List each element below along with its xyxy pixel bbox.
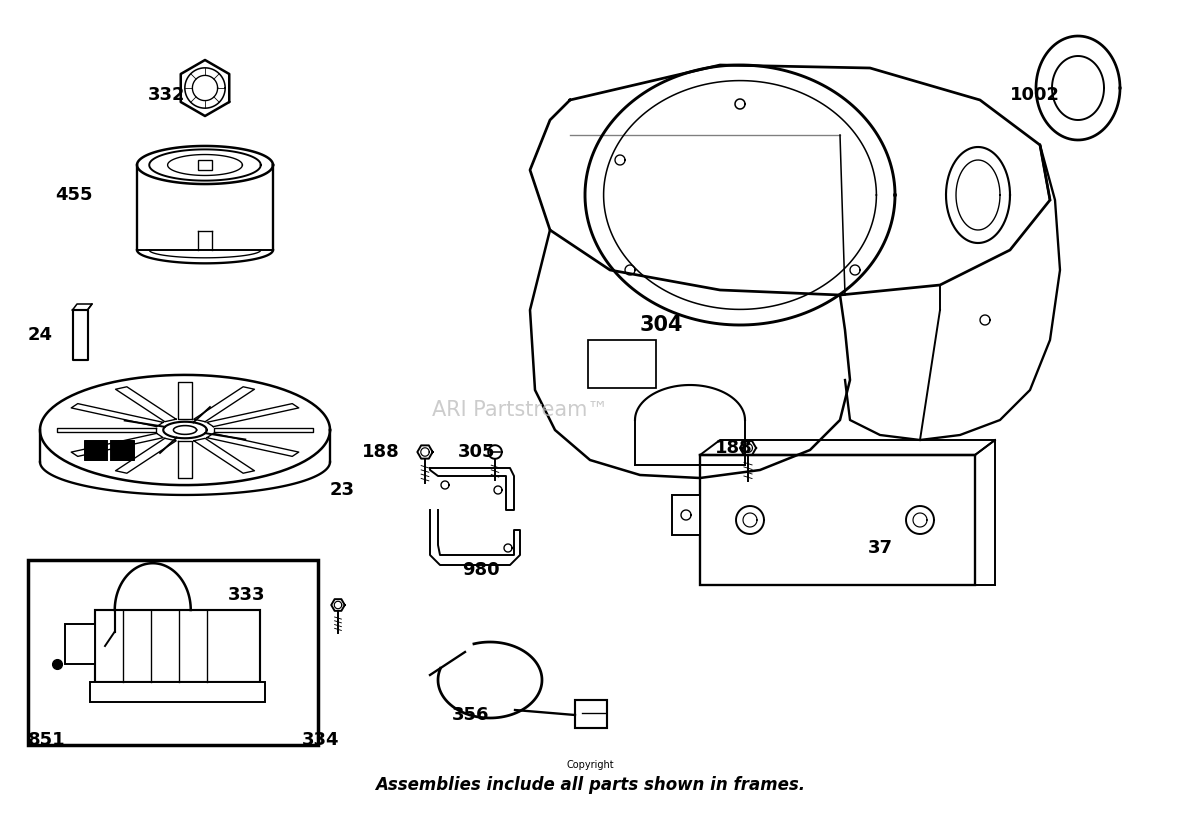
- Bar: [28, 560, 317, 745]
- Bar: [671, 495, 700, 535]
- Text: Assemblies include all parts shown in frames.: Assemblies include all parts shown in fr…: [375, 776, 805, 794]
- Text: 1002: 1002: [1010, 86, 1060, 104]
- Text: 851: 851: [28, 731, 66, 749]
- Text: 24: 24: [28, 326, 53, 344]
- Bar: [700, 455, 975, 585]
- Bar: [184, 615, 206, 677]
- Text: 188: 188: [362, 443, 400, 461]
- Text: 188: 188: [715, 439, 753, 457]
- Bar: [84, 439, 135, 461]
- Text: 23: 23: [330, 481, 355, 499]
- Bar: [100, 615, 122, 677]
- Text: 304: 304: [640, 315, 683, 335]
- Bar: [197, 160, 212, 170]
- Text: ARI Partstream™: ARI Partstream™: [432, 400, 608, 420]
- Bar: [90, 682, 266, 702]
- Text: 334: 334: [302, 731, 340, 749]
- Text: Copyright: Copyright: [566, 760, 614, 770]
- Bar: [575, 700, 607, 728]
- Bar: [212, 615, 234, 677]
- Text: 980: 980: [463, 561, 499, 579]
- Text: 333: 333: [228, 586, 266, 604]
- Text: 455: 455: [55, 186, 92, 204]
- Text: 305: 305: [458, 443, 496, 461]
- Bar: [588, 340, 656, 388]
- Bar: [127, 615, 150, 677]
- Bar: [96, 610, 260, 682]
- Text: 37: 37: [868, 539, 893, 557]
- Text: 356: 356: [452, 706, 490, 724]
- Bar: [156, 615, 178, 677]
- Text: 332: 332: [148, 86, 185, 104]
- Bar: [65, 624, 96, 664]
